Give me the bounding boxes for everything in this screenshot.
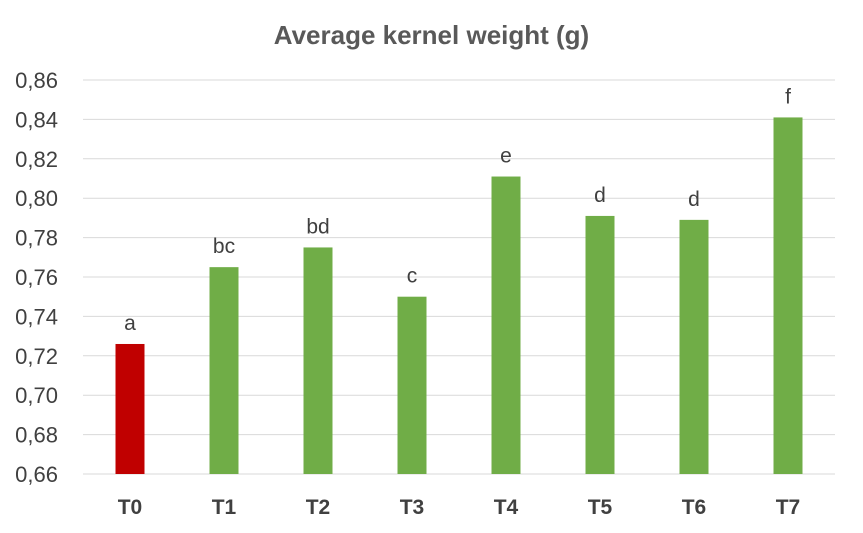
y-axis-ticks: 0,66 0,68 0,70 0,72 0,74 0,76 0,78 0,80 0,82 0,84… — [15, 68, 58, 487]
x-axis-ticks: T0 T1 T2 T3 T4 T5 T6 T7 — [118, 496, 801, 519]
x-tick-label-t0: T0 — [118, 496, 143, 519]
data-label-t5: d — [594, 184, 606, 207]
bar-t5 — [585, 215, 615, 474]
y-tick-label: 0,70 — [15, 383, 58, 408]
x-tick-label-t5: T5 — [588, 496, 613, 519]
bar-t3 — [397, 296, 427, 474]
bars — [115, 117, 803, 475]
y-tick-label: 0,66 — [15, 462, 58, 487]
y-tick-label: 0,68 — [15, 423, 58, 448]
y-tick-label: 0,82 — [15, 147, 58, 172]
data-labels: a bc bd c e d d f — [124, 85, 791, 335]
y-tick-label: 0,74 — [15, 304, 58, 329]
bar-t2 — [303, 247, 333, 474]
y-tick-label: 0,78 — [15, 226, 58, 251]
y-tick-label: 0,84 — [15, 107, 58, 132]
data-label-t2: bd — [306, 215, 329, 238]
bar-t7 — [773, 117, 803, 475]
x-tick-label-t4: T4 — [494, 496, 519, 519]
bar-t6 — [679, 219, 709, 474]
data-label-t0: a — [124, 312, 136, 335]
data-label-t1: bc — [213, 235, 235, 258]
y-tick-label: 0,86 — [15, 68, 58, 93]
data-label-t6: d — [688, 188, 700, 211]
y-tick-label: 0,80 — [15, 186, 58, 211]
data-label-t4: e — [500, 145, 512, 168]
y-tick-label: 0,76 — [15, 265, 58, 290]
y-tick-label: 0,72 — [15, 344, 58, 369]
x-tick-label-t2: T2 — [306, 496, 331, 519]
bar-t0 — [115, 343, 145, 474]
chart-title: Average kernel weight (g) — [273, 20, 590, 50]
x-tick-label-t1: T1 — [212, 496, 237, 519]
bar-t4 — [491, 176, 521, 474]
data-label-t7: f — [785, 85, 791, 108]
x-tick-label-t3: T3 — [400, 496, 425, 519]
bar-t1 — [209, 267, 239, 474]
x-tick-label-t6: T6 — [682, 496, 707, 519]
gridlines — [83, 79, 835, 475]
data-label-t3: c — [407, 265, 418, 288]
x-tick-label-t7: T7 — [776, 496, 801, 519]
